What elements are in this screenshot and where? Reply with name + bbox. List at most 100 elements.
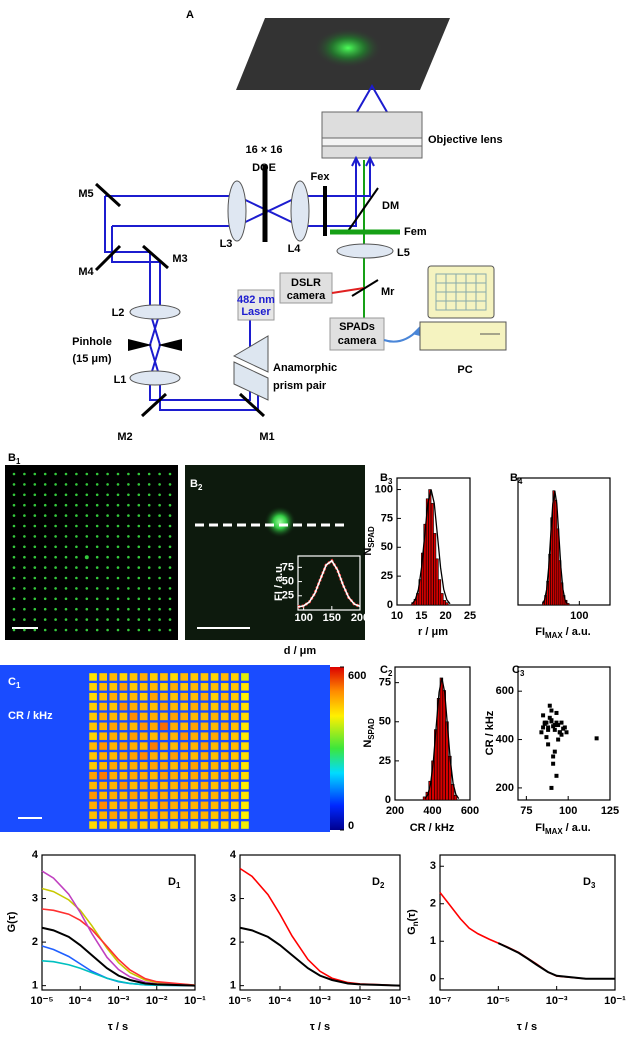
plot-frame — [297, 555, 361, 611]
x-tick-label: 10⁻⁵ — [30, 995, 53, 1007]
point — [559, 720, 564, 725]
spot-dot — [116, 545, 120, 549]
heatmap-cell — [89, 732, 97, 740]
heatmap-cell — [230, 722, 239, 731]
heatmap-cell — [190, 771, 199, 780]
spot-dot — [54, 514, 57, 517]
point — [541, 713, 546, 718]
y-axis-label-sub: SPAD — [367, 718, 376, 740]
spot-dot — [12, 566, 16, 569]
spot-dot — [64, 503, 68, 507]
heatmap-cell — [160, 722, 168, 731]
y-tick-label: 50 — [379, 716, 391, 728]
spot-dot — [75, 524, 78, 528]
heatmap-cell — [241, 781, 249, 790]
spot-dot — [137, 493, 141, 497]
x-axis-label-tail: / a.u. — [563, 626, 591, 638]
heatmap-cell — [139, 722, 148, 731]
y-tick-label: 75 — [381, 512, 393, 524]
heatmap-cell — [190, 791, 199, 800]
heatmap-cell — [139, 683, 148, 691]
spot-dot — [158, 597, 161, 601]
spot-dot — [158, 587, 161, 590]
spot-dot — [158, 524, 161, 528]
spot-dot — [137, 628, 141, 632]
diagram-label: L1 — [114, 374, 127, 386]
heatmap-cell — [220, 742, 229, 750]
heatmap-cell — [119, 702, 128, 711]
heatmap-cell — [160, 752, 168, 760]
fit-curve — [541, 490, 568, 605]
spot-dot — [84, 555, 89, 560]
spot-dot — [106, 493, 109, 497]
spot-dot — [137, 514, 141, 517]
heatmap-cell — [129, 752, 138, 760]
spot-dot — [95, 524, 99, 528]
spot-dot — [64, 545, 68, 549]
heatmap-cell — [200, 821, 209, 829]
x-axis-label-sub: MAX — [545, 631, 563, 640]
spot-dot — [127, 618, 130, 621]
spot-dot — [33, 545, 37, 549]
bar — [439, 677, 444, 801]
spot-dot — [168, 472, 172, 476]
point — [554, 710, 559, 715]
heatmap-cell — [139, 692, 148, 701]
heatmap-cell — [170, 732, 178, 740]
heatmap-cell — [129, 781, 138, 790]
point — [551, 761, 556, 766]
spot-dot — [127, 587, 130, 590]
heatmap-cell — [139, 801, 148, 810]
spot-dot — [33, 576, 37, 580]
spot-dot — [158, 483, 161, 486]
spot-dot — [64, 524, 68, 528]
mirror — [142, 244, 169, 270]
x-axis-label: FIMAX / a.u. — [535, 626, 590, 640]
fit-curve — [411, 489, 451, 605]
heatmap-cell — [170, 722, 178, 731]
x-tick-label: 10⁻⁴ — [69, 995, 92, 1007]
heatmap-cell — [89, 722, 97, 731]
heatmap-cell — [230, 673, 239, 681]
colorbar-tick-label: 600 — [348, 670, 366, 682]
heatmap-cell — [190, 683, 199, 691]
annotation: CR / kHz — [8, 710, 53, 722]
y-axis-label: NSPAD — [362, 526, 376, 556]
dichroic-mirror — [345, 187, 379, 235]
spot-dot — [137, 566, 141, 569]
spot-dot — [75, 566, 78, 569]
x-tick-label: 20 — [440, 610, 452, 622]
panel-label-sub: 1 — [16, 681, 21, 690]
x-axis-label: τ / s — [310, 1021, 330, 1033]
heatmap-cell — [180, 702, 189, 711]
spot-dot — [12, 576, 16, 580]
spot-dot — [12, 628, 16, 632]
pc-screen — [435, 273, 487, 311]
y-tick-label: 25 — [282, 590, 294, 602]
bar — [428, 489, 432, 606]
panel-label: B1 — [8, 452, 21, 466]
spot-dot — [116, 472, 120, 476]
spot-dot — [116, 597, 120, 601]
heatmap-cell — [99, 673, 108, 681]
spot-dot — [168, 566, 172, 569]
colorbar — [330, 667, 344, 830]
x-tick-label: 10⁻⁴ — [268, 995, 291, 1007]
heatmap-cell — [99, 781, 108, 790]
spot-dot — [168, 545, 172, 549]
heatmap-cell — [200, 692, 209, 701]
heatmap-cell — [170, 771, 178, 780]
heatmap-cell — [220, 692, 229, 701]
heatmap-cell — [180, 781, 189, 790]
heatmap-cell — [149, 702, 158, 711]
bar — [442, 600, 446, 606]
series-line — [297, 559, 361, 608]
spot-dot — [147, 618, 151, 621]
spot-dot — [85, 535, 89, 538]
heatmap-cell — [170, 702, 178, 711]
heatmap-cell — [129, 791, 138, 800]
spot-dot — [12, 555, 16, 559]
y-axis-label-sub: SPAD — [367, 526, 376, 548]
heatmap-cell — [149, 771, 158, 780]
